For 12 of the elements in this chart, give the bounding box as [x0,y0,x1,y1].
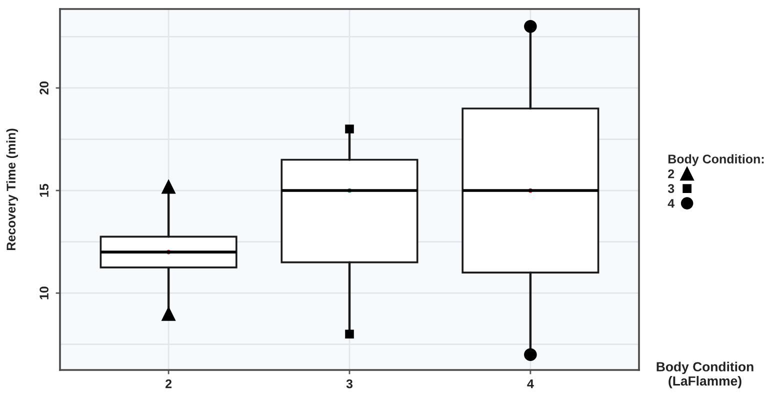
y-tick-label: 15 [40,184,48,197]
legend-title: Body Condition: [668,154,764,166]
y-tick-label: 10 [40,286,48,300]
x-axis-title: Body Condition (LaFlamme) [656,362,754,388]
x-tick-label: 4 [527,379,534,388]
y-axis-title: Recovery Time (min) [6,128,18,250]
legend-label: 3 [668,184,674,194]
x-tick-label: 2 [166,379,172,388]
x-tick-label: 3 [346,379,353,388]
y-tick-label: 20 [40,82,48,94]
legend-label: 4 [668,199,675,208]
legend-label: 2 [668,169,674,178]
